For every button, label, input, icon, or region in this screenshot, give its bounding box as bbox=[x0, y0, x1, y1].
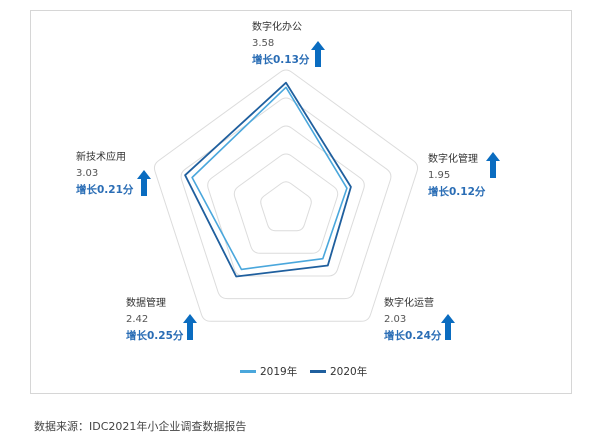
axis-value: 1.95 bbox=[428, 170, 451, 181]
axis-value: 3.03 bbox=[76, 168, 99, 179]
legend-item-2020: 2020年 bbox=[310, 364, 367, 379]
up-arrow-icon bbox=[486, 152, 500, 178]
axis-increase: 增长0.13分 bbox=[252, 54, 310, 66]
radar-grid-ring bbox=[260, 181, 312, 232]
data-source-note: 数据来源：IDC2021年小企业调查数据报告 bbox=[34, 420, 247, 433]
legend-label-2019: 2019年 bbox=[260, 366, 298, 378]
up-arrow-icon bbox=[137, 170, 151, 196]
legend-swatch-2019 bbox=[240, 370, 256, 373]
axis-name: 数字化管理 bbox=[428, 154, 478, 165]
radar-grid-ring bbox=[207, 125, 365, 277]
radar-series-2019 bbox=[191, 86, 348, 271]
up-arrow-icon bbox=[441, 314, 455, 340]
legend-item-2019: 2019年 bbox=[240, 364, 297, 379]
axis-increase: 增长0.12分 bbox=[428, 186, 486, 198]
up-arrow-icon bbox=[183, 314, 197, 340]
radar-grid-ring bbox=[153, 69, 419, 322]
axis-increase: 增长0.24分 bbox=[384, 330, 442, 342]
radar-grid-ring bbox=[180, 97, 392, 300]
axis-name: 新技术应用 bbox=[76, 152, 126, 163]
axis-name: 数字化运营 bbox=[384, 298, 434, 309]
up-arrow-icon bbox=[311, 41, 325, 67]
axis-value: 3.58 bbox=[252, 38, 275, 49]
axis-label-newtech: 新技术应用 3.03 增长0.21分 bbox=[76, 150, 133, 198]
radar-grid-ring bbox=[233, 153, 339, 254]
radar-series-2020 bbox=[184, 81, 352, 278]
axis-name: 数据管理 bbox=[126, 298, 166, 309]
axis-increase: 增长0.25分 bbox=[126, 330, 184, 342]
axis-name: 数字化办公 bbox=[252, 22, 302, 33]
axis-label-office: 数字化办公 3.58 增长0.13分 bbox=[252, 20, 309, 68]
axis-label-operation: 数字化运营 2.03 增长0.24分 bbox=[384, 296, 441, 344]
legend-swatch-2020 bbox=[310, 370, 326, 373]
axis-increase: 增长0.21分 bbox=[76, 184, 134, 196]
axis-label-management: 数字化管理 1.95 增长0.12分 bbox=[428, 152, 485, 200]
axis-value: 2.42 bbox=[126, 314, 149, 325]
chart-frame bbox=[30, 10, 572, 394]
legend-label-2020: 2020年 bbox=[330, 366, 368, 378]
axis-value: 2.03 bbox=[384, 314, 407, 325]
axis-label-data: 数据管理 2.42 增长0.25分 bbox=[126, 296, 183, 344]
